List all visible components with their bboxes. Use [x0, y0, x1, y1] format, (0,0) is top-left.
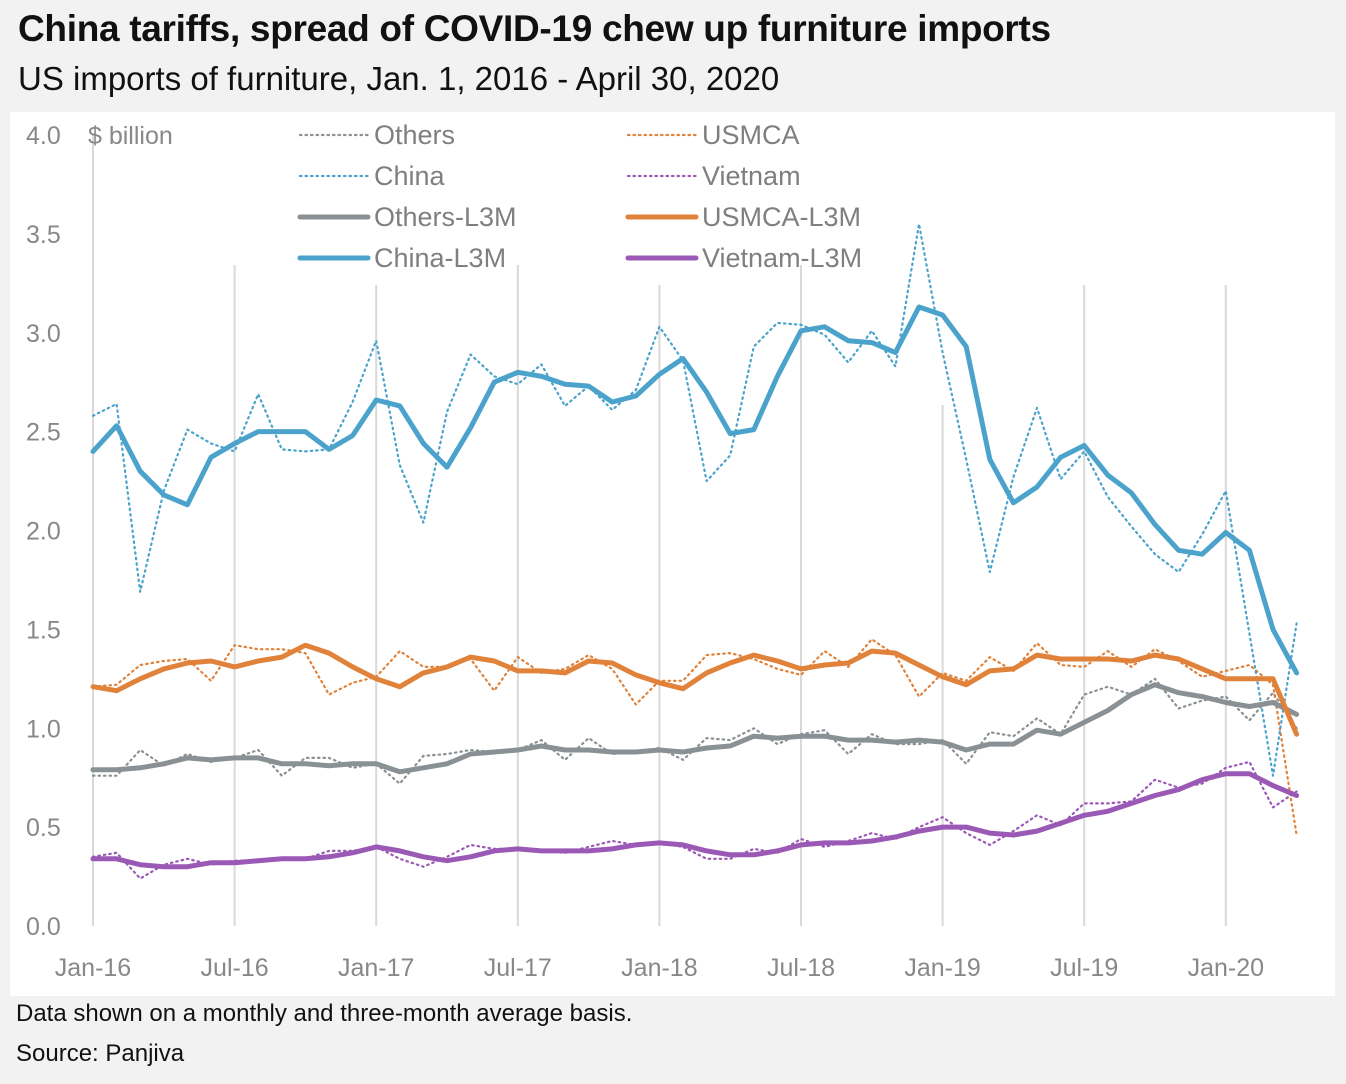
legend-item: China-L3M: [297, 243, 506, 273]
y-tick-label: 1.5: [26, 616, 61, 644]
y-tick-label: 3.5: [26, 221, 61, 249]
legend-item: Vietnam-L3M: [625, 243, 862, 273]
y-tick-label: 0.0: [26, 913, 61, 941]
x-tick-label: Jul-17: [484, 954, 552, 982]
y-tick-label: 0.5: [26, 814, 61, 842]
chart-subtitle: US imports of furniture, Jan. 1, 2016 - …: [18, 60, 780, 97]
series-line-china-l3m: [90, 304, 1300, 676]
x-tick-label: Jul-18: [767, 954, 835, 982]
series-line-usmca: [91, 638, 1298, 837]
legend-item: Others: [298, 120, 455, 150]
y-tick-label: 4.0: [26, 122, 61, 150]
series-line-usmca-l3m: [90, 642, 1300, 737]
legend-label: Vietnam: [702, 161, 801, 191]
x-tick-label: Jul-16: [201, 954, 269, 982]
legend-item: China: [298, 161, 446, 191]
x-tick-label: Jan-20: [1188, 954, 1264, 982]
legend-item: Others-L3M: [297, 202, 517, 232]
legend-label: Others: [374, 120, 455, 150]
y-tick-label: 2.5: [26, 419, 61, 447]
legend-label: China: [374, 161, 446, 191]
series-line-china: [91, 222, 1298, 777]
y-tick-label: 1.0: [26, 715, 61, 743]
legend-label: China-L3M: [374, 243, 506, 273]
chart-title: China tariffs, spread of COVID-19 chew u…: [18, 8, 1051, 49]
legend-label: USMCA: [702, 120, 800, 150]
series-line-vietnam: [91, 760, 1298, 880]
legend-label: USMCA-L3M: [702, 202, 861, 232]
legend-item: USMCA-L3M: [625, 202, 861, 232]
x-tick-label: Jan-19: [904, 954, 980, 982]
x-tick-label: Jan-17: [338, 954, 414, 982]
footnote: Data shown on a monthly and three-month …: [16, 1000, 633, 1027]
legend-item: USMCA: [626, 120, 800, 150]
x-tick-label: Jul-19: [1050, 954, 1118, 982]
source: Source: Panjiva: [16, 1040, 185, 1067]
y-tick-label: 2.0: [26, 518, 61, 546]
y-axis-label: $ billion: [88, 122, 173, 150]
y-tick-label: 3.0: [26, 320, 61, 348]
series-line-others-l3m: [90, 682, 1300, 775]
legend-label: Vietnam-L3M: [702, 243, 862, 273]
series-line-vietnam-l3m: [90, 771, 1300, 870]
legend-item: Vietnam: [626, 161, 801, 191]
x-tick-label: Jan-16: [55, 954, 131, 982]
x-tick-label: Jan-18: [621, 954, 697, 982]
series-line-others: [91, 677, 1298, 785]
legend-label: Others-L3M: [374, 202, 517, 232]
